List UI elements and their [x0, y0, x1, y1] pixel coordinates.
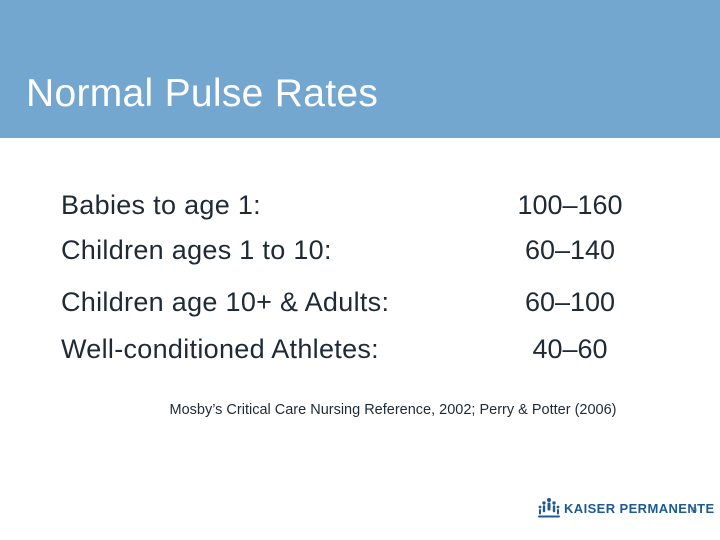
pulse-row-athletes: Well-conditioned Athletes: 40–60 — [0, 327, 720, 371]
kaiser-permanente-logo: KAISER PERMANENTE ® — [538, 496, 714, 522]
pulse-row-children: Children ages 1 to 10: 60–140 — [0, 228, 720, 272]
row-label: Children age 10+ & Adults: — [61, 287, 390, 317]
pulse-row-babies: Babies to age 1: 100–160 — [0, 183, 720, 227]
citation: Mosby’s Critical Care Nursing Reference,… — [169, 402, 617, 418]
registered-mark: ® — [691, 506, 697, 515]
pulse-row-adults: Children age 10+ & Adults: 60–100 — [0, 280, 720, 324]
header-band: Normal Pulse Rates — [0, 0, 720, 138]
kaiser-people-icon — [538, 498, 560, 518]
row-value: 100–160 — [517, 190, 623, 220]
row-value: 60–140 — [524, 235, 616, 265]
row-label: Babies to age 1: — [61, 190, 261, 220]
slide-title: Normal Pulse Rates — [26, 72, 379, 115]
row-value: 40–60 — [532, 334, 608, 364]
row-value: 60–100 — [524, 287, 616, 317]
logo-wordmark: KAISER PERMANENTE — [564, 501, 715, 516]
row-label: Well-conditioned Athletes: — [61, 334, 379, 364]
row-label: Children ages 1 to 10: — [61, 235, 332, 265]
